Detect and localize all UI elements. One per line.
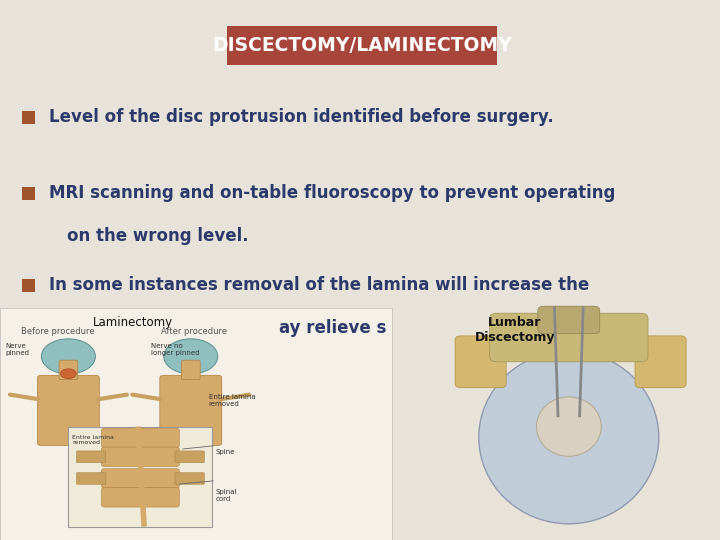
FancyBboxPatch shape [37, 375, 99, 445]
FancyBboxPatch shape [22, 279, 35, 292]
FancyBboxPatch shape [102, 469, 179, 488]
Ellipse shape [479, 351, 659, 524]
Text: on the wrong level.: on the wrong level. [67, 227, 248, 245]
Text: ay relieve s: ay relieve s [279, 319, 387, 337]
FancyBboxPatch shape [102, 428, 179, 448]
Ellipse shape [164, 339, 218, 374]
Text: Spinal
cord: Spinal cord [216, 489, 238, 502]
FancyBboxPatch shape [22, 111, 35, 124]
Text: Nerve
pinned: Nerve pinned [6, 343, 30, 356]
FancyBboxPatch shape [59, 360, 78, 380]
FancyBboxPatch shape [102, 447, 179, 467]
FancyBboxPatch shape [635, 336, 686, 388]
FancyArrowPatch shape [10, 395, 38, 399]
Ellipse shape [42, 339, 95, 374]
FancyArrowPatch shape [132, 395, 161, 399]
FancyBboxPatch shape [538, 306, 600, 334]
FancyBboxPatch shape [68, 427, 212, 526]
Ellipse shape [536, 397, 601, 456]
Ellipse shape [60, 369, 76, 379]
Text: Nerve no
longer pinned: Nerve no longer pinned [151, 343, 199, 356]
Text: Entire lamina
removed: Entire lamina removed [209, 394, 256, 407]
FancyBboxPatch shape [181, 360, 200, 380]
FancyBboxPatch shape [102, 488, 179, 507]
FancyArrowPatch shape [221, 395, 249, 399]
Text: After procedure: After procedure [161, 327, 228, 336]
Text: Laminectomy: Laminectomy [93, 316, 174, 329]
FancyBboxPatch shape [227, 26, 497, 65]
Text: Spine: Spine [216, 449, 235, 455]
FancyArrowPatch shape [99, 395, 127, 399]
FancyBboxPatch shape [0, 308, 392, 540]
FancyBboxPatch shape [76, 451, 106, 463]
Text: Lumbar
Discectomy: Lumbar Discectomy [474, 316, 555, 344]
FancyBboxPatch shape [455, 336, 506, 388]
FancyBboxPatch shape [160, 375, 222, 445]
Text: In some instances removal of the lamina will increase the: In some instances removal of the lamina … [49, 275, 589, 294]
Text: MRI scanning and on-table fluoroscopy to prevent operating: MRI scanning and on-table fluoroscopy to… [49, 184, 616, 202]
FancyBboxPatch shape [490, 313, 648, 362]
FancyBboxPatch shape [175, 451, 204, 463]
FancyBboxPatch shape [76, 472, 106, 484]
FancyBboxPatch shape [175, 472, 204, 484]
Text: Level of the disc protrusion identified before surgery.: Level of the disc protrusion identified … [49, 108, 554, 126]
Text: Entire lamina
removed: Entire lamina removed [72, 435, 114, 446]
Text: Before procedure: Before procedure [21, 327, 94, 336]
FancyBboxPatch shape [400, 308, 720, 540]
Text: DISCECTOMY/LAMINECTOMY: DISCECTOMY/LAMINECTOMY [212, 36, 512, 55]
FancyBboxPatch shape [22, 187, 35, 200]
